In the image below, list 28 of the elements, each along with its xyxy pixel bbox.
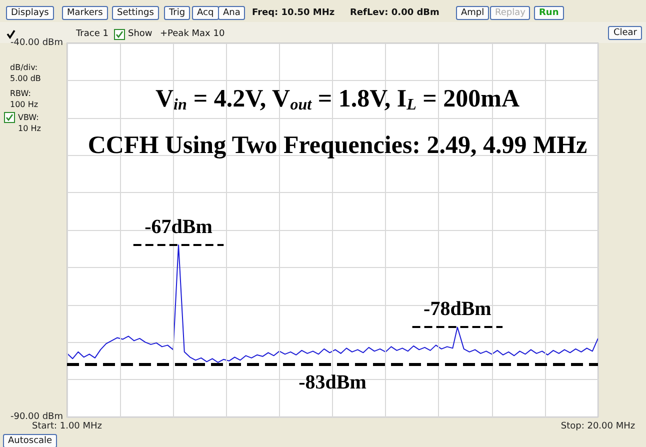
text: Markers (62, 6, 108, 20)
text: Settings (112, 6, 159, 20)
x-tick-label: Stop: 20.00 MHz (560, 422, 636, 432)
text: Autoscale (3, 434, 58, 447)
y-tick-label: -40.00 dBm (10, 38, 63, 48)
text: VBW: 10 Hz (18, 112, 42, 134)
ref-line-label: -83dBm (298, 372, 367, 394)
text: Trace 1 (76, 29, 108, 39)
text: Clear (608, 26, 642, 40)
text: Show (128, 29, 152, 39)
annotation: -78dBm (424, 298, 492, 320)
text: Freq: 10.50 MHz (252, 8, 335, 18)
text: Run (534, 6, 564, 20)
annotation: -67dBm (144, 216, 213, 238)
text: +Peak Max 10 (160, 29, 225, 39)
text: Displays (6, 6, 54, 20)
text: dB/div: 5.00 dB (10, 62, 42, 84)
text: Replay (490, 6, 530, 20)
text: CCFH Using Two Frequencies: 2.49, 4.99 MHz (88, 132, 588, 159)
text: Ana (218, 6, 246, 20)
text: Trig (164, 6, 190, 20)
y-tick-label: -90.00 dBm (10, 412, 63, 422)
line-series (66, 244, 598, 363)
text: Ampl (456, 6, 490, 20)
text: Acq (192, 6, 219, 20)
x-tick-label: Start: 1.00 MHz (32, 422, 102, 432)
text: RefLev: 0.00 dBm (350, 8, 440, 18)
text: RBW: 100 Hz (10, 88, 40, 110)
